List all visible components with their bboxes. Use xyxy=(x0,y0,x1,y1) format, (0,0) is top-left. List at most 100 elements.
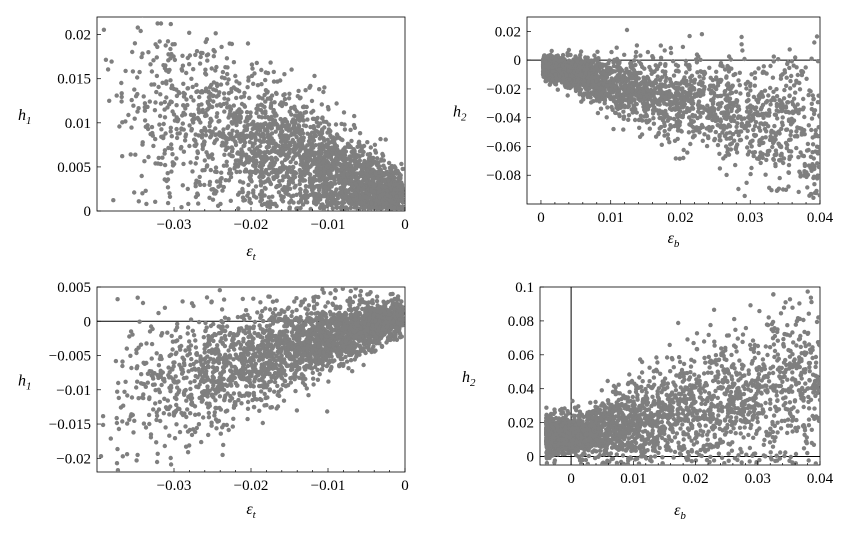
scatter-point xyxy=(730,115,736,120)
scatter-point xyxy=(293,153,298,158)
scatter-point xyxy=(745,145,750,150)
scatter-point xyxy=(810,135,815,140)
scatter-point xyxy=(220,188,225,193)
scatter-point xyxy=(611,63,617,69)
scatter-point xyxy=(170,152,175,157)
scatter-point xyxy=(217,102,223,107)
scatter-point xyxy=(195,115,200,121)
scatter-point xyxy=(785,100,790,105)
scatter-point xyxy=(193,161,198,166)
scatter-point xyxy=(598,106,604,111)
scatter-point xyxy=(763,100,769,105)
scatter-point xyxy=(702,86,707,92)
scatter-point xyxy=(652,87,657,93)
scatter-point xyxy=(391,191,396,196)
scatter-point xyxy=(248,169,253,174)
scatter-point xyxy=(322,85,327,90)
scatter-point xyxy=(760,155,765,160)
scatter-point xyxy=(677,121,682,126)
scatter-point xyxy=(236,206,241,211)
scatter-point xyxy=(110,7,114,11)
scatter-point xyxy=(806,92,811,98)
scatter-point xyxy=(627,72,633,77)
scatter-point xyxy=(198,54,203,60)
scatter-point xyxy=(386,160,392,166)
scatter-point xyxy=(367,181,372,186)
scatter-point xyxy=(797,87,803,92)
scatter-point xyxy=(165,185,171,190)
scatter-point xyxy=(752,123,758,129)
scatter-point xyxy=(673,68,679,74)
scatter-point xyxy=(214,137,219,142)
scatter-point xyxy=(148,131,153,137)
scatter-point xyxy=(357,131,363,136)
scatter-point xyxy=(194,155,200,161)
scatter-point xyxy=(232,139,238,144)
scatter-point xyxy=(259,202,265,208)
scatter-point xyxy=(237,190,242,195)
scatter-point xyxy=(240,132,246,138)
scatter-point xyxy=(246,75,251,80)
scatter-point xyxy=(262,104,267,110)
scatter-point xyxy=(780,115,785,120)
scatter-point xyxy=(650,54,655,59)
scatter-point xyxy=(763,135,768,140)
scatter-point xyxy=(357,158,362,163)
scatter-point xyxy=(289,168,294,174)
scatter-point xyxy=(245,122,251,128)
scatter-point xyxy=(249,62,255,67)
scatter-point xyxy=(253,168,258,173)
scatter-point xyxy=(359,171,364,176)
scatter-point xyxy=(773,112,779,118)
scatter-point xyxy=(367,156,373,162)
scatter-point xyxy=(786,184,791,189)
scatter-point xyxy=(400,204,405,209)
scatter-point xyxy=(169,142,174,147)
scatter-point xyxy=(233,73,238,79)
scatter-point xyxy=(260,96,265,101)
scatter-point xyxy=(228,198,233,203)
scatter-point xyxy=(784,75,789,80)
scatter-point xyxy=(180,121,185,126)
scatter-point xyxy=(198,120,203,125)
scatter-point xyxy=(799,130,805,135)
scatter-point xyxy=(698,57,703,62)
scatter-point xyxy=(758,150,763,155)
scatter-point xyxy=(400,193,405,198)
scatter-point xyxy=(187,143,192,149)
scatter-point xyxy=(191,98,196,103)
scatter-point xyxy=(234,129,240,134)
scatter-point xyxy=(305,200,310,205)
scatter-point xyxy=(685,106,690,111)
scatter-point xyxy=(705,103,710,108)
x-tick-label: −0.02 xyxy=(234,217,269,233)
scatter-point xyxy=(221,127,226,132)
scatter-point xyxy=(782,68,787,73)
scatter-point xyxy=(258,178,263,184)
scatter-point xyxy=(655,98,661,103)
scatter-point xyxy=(251,81,256,87)
scatter-point xyxy=(342,161,347,166)
scatter-point xyxy=(284,156,290,161)
scatter-point xyxy=(249,122,254,127)
scatter-point xyxy=(263,186,268,191)
scatter-point xyxy=(814,34,820,39)
scatter-point xyxy=(171,112,177,117)
scatter-point xyxy=(261,133,266,138)
scatter-point xyxy=(321,159,326,164)
scatter-point xyxy=(251,125,257,130)
scatter-point xyxy=(726,69,732,74)
scatter-point xyxy=(732,138,737,143)
scatter-point xyxy=(349,175,354,181)
scatter-point xyxy=(303,145,308,151)
scatter-point xyxy=(147,99,152,104)
scatter-point xyxy=(811,174,817,179)
scatter-point xyxy=(211,47,216,53)
scatter-point xyxy=(268,96,273,102)
scatter-point xyxy=(187,61,192,67)
scatter-point xyxy=(334,101,339,106)
scatter-point xyxy=(706,115,712,121)
scatter-point xyxy=(686,98,691,104)
scatter-point xyxy=(767,185,772,190)
scatter-point xyxy=(750,150,756,155)
